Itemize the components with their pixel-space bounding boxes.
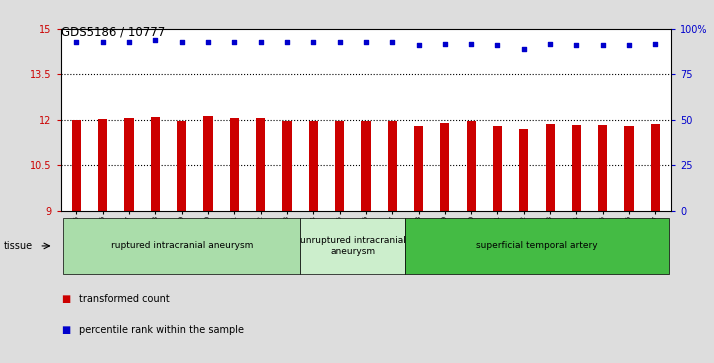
- Bar: [335, 121, 344, 211]
- Point: [386, 39, 398, 45]
- Bar: [361, 121, 371, 211]
- Text: ruptured intracranial aneurysm: ruptured intracranial aneurysm: [111, 241, 253, 250]
- Bar: [177, 121, 186, 211]
- Text: GDS5186 / 10777: GDS5186 / 10777: [61, 25, 165, 38]
- Bar: [308, 121, 318, 211]
- Point: [466, 41, 477, 46]
- Bar: [441, 123, 450, 211]
- Bar: [493, 126, 502, 211]
- Point: [570, 42, 582, 48]
- Bar: [519, 130, 528, 211]
- Bar: [572, 125, 581, 211]
- Point: [281, 39, 293, 45]
- Bar: [414, 126, 423, 211]
- Point: [202, 39, 213, 45]
- Text: transformed count: transformed count: [79, 294, 169, 305]
- Point: [650, 41, 661, 46]
- Text: ■: ■: [61, 325, 70, 335]
- Bar: [256, 118, 266, 211]
- Text: unruptured intracranial
aneurysm: unruptured intracranial aneurysm: [300, 236, 406, 256]
- Bar: [388, 121, 397, 211]
- Bar: [203, 116, 213, 211]
- Text: ■: ■: [61, 294, 70, 305]
- Bar: [99, 119, 107, 211]
- Bar: [466, 121, 476, 211]
- Bar: [230, 118, 239, 211]
- Text: percentile rank within the sample: percentile rank within the sample: [79, 325, 243, 335]
- Bar: [598, 125, 608, 211]
- Point: [255, 39, 266, 45]
- Point: [597, 42, 608, 48]
- Point: [150, 37, 161, 43]
- Point: [176, 39, 188, 45]
- Bar: [124, 118, 134, 211]
- Bar: [151, 117, 160, 211]
- Bar: [72, 121, 81, 211]
- Point: [518, 46, 530, 52]
- Point: [439, 41, 451, 46]
- Point: [124, 39, 135, 45]
- Text: superficial temporal artery: superficial temporal artery: [476, 241, 598, 250]
- Point: [71, 39, 82, 45]
- Point: [544, 41, 555, 46]
- Point: [334, 39, 346, 45]
- Bar: [282, 121, 291, 211]
- Point: [228, 39, 240, 45]
- Point: [308, 39, 319, 45]
- Bar: [625, 126, 633, 211]
- Point: [360, 39, 371, 45]
- Point: [413, 42, 424, 48]
- Bar: [545, 125, 555, 211]
- Point: [97, 39, 109, 45]
- Text: tissue: tissue: [4, 241, 33, 251]
- Point: [492, 42, 503, 48]
- Bar: [650, 125, 660, 211]
- Point: [623, 42, 635, 48]
